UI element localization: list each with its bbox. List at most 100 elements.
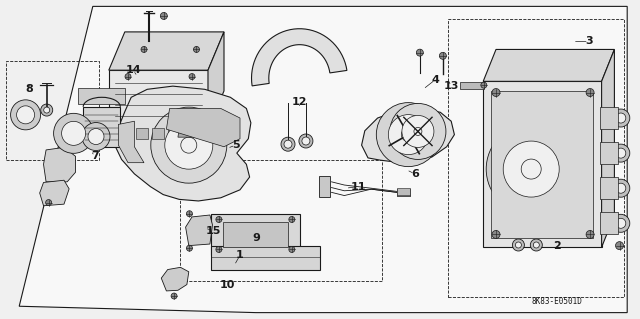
Circle shape <box>44 107 50 113</box>
Text: 1: 1 <box>236 250 244 260</box>
Circle shape <box>302 137 310 145</box>
Circle shape <box>616 148 626 158</box>
Bar <box>180 160 382 281</box>
Circle shape <box>45 200 52 205</box>
Circle shape <box>481 82 487 88</box>
Circle shape <box>586 230 594 239</box>
Bar <box>600 107 618 129</box>
Circle shape <box>281 137 295 151</box>
Polygon shape <box>186 215 212 246</box>
Bar <box>120 128 132 139</box>
Polygon shape <box>166 108 240 147</box>
Circle shape <box>216 247 222 252</box>
Bar <box>397 189 410 196</box>
Bar <box>184 128 196 139</box>
Text: 4: 4 <box>431 75 439 85</box>
Circle shape <box>41 104 52 116</box>
Bar <box>460 82 484 89</box>
Circle shape <box>61 121 86 145</box>
Text: 7: 7 <box>91 151 99 161</box>
Polygon shape <box>44 147 76 182</box>
Polygon shape <box>118 121 144 163</box>
Circle shape <box>616 241 623 250</box>
Circle shape <box>193 47 200 52</box>
Polygon shape <box>161 267 189 291</box>
Circle shape <box>521 159 541 179</box>
Bar <box>491 91 593 238</box>
Text: 14: 14 <box>125 65 141 75</box>
Bar <box>483 81 602 247</box>
Circle shape <box>417 49 423 56</box>
Bar <box>109 70 208 129</box>
Text: 8K83-E0501D: 8K83-E0501D <box>531 297 582 306</box>
Circle shape <box>616 113 626 123</box>
Polygon shape <box>178 122 200 137</box>
Circle shape <box>396 122 420 147</box>
Polygon shape <box>109 32 224 70</box>
Circle shape <box>401 128 415 142</box>
Circle shape <box>125 74 131 79</box>
Circle shape <box>513 151 549 187</box>
Circle shape <box>299 134 313 148</box>
Circle shape <box>186 211 193 217</box>
Bar <box>397 188 410 195</box>
Text: 2: 2 <box>553 241 561 251</box>
Circle shape <box>531 239 542 251</box>
Text: 10: 10 <box>220 279 236 290</box>
Circle shape <box>376 103 440 167</box>
Circle shape <box>161 12 167 19</box>
Circle shape <box>141 47 147 52</box>
Polygon shape <box>40 180 69 206</box>
Circle shape <box>171 293 177 299</box>
Polygon shape <box>78 88 125 104</box>
Circle shape <box>151 107 227 183</box>
Bar <box>397 189 410 196</box>
Bar <box>600 212 618 234</box>
Bar <box>600 177 618 199</box>
Circle shape <box>612 109 630 127</box>
Circle shape <box>492 88 500 97</box>
Polygon shape <box>114 86 251 201</box>
Polygon shape <box>19 6 627 313</box>
Circle shape <box>612 144 630 162</box>
Bar <box>211 246 320 270</box>
Circle shape <box>486 124 576 214</box>
Circle shape <box>388 115 428 155</box>
Text: 9: 9 <box>252 233 260 243</box>
Circle shape <box>533 242 540 248</box>
Polygon shape <box>483 49 614 81</box>
Circle shape <box>186 245 193 251</box>
Circle shape <box>17 106 35 124</box>
Bar <box>136 128 148 139</box>
Bar <box>600 142 618 164</box>
Circle shape <box>88 129 104 145</box>
Circle shape <box>414 127 422 136</box>
Text: 11: 11 <box>351 182 366 192</box>
Circle shape <box>189 74 195 79</box>
Circle shape <box>612 214 630 232</box>
Bar <box>168 128 180 139</box>
Circle shape <box>612 179 630 197</box>
Bar <box>152 128 164 139</box>
Bar <box>448 19 624 297</box>
Bar <box>211 214 300 255</box>
Bar <box>83 107 120 147</box>
Circle shape <box>616 218 626 228</box>
Polygon shape <box>362 108 454 162</box>
Text: 5: 5 <box>232 140 239 150</box>
Text: 3: 3 <box>585 36 593 47</box>
Bar <box>6 61 99 160</box>
Circle shape <box>440 52 446 59</box>
Circle shape <box>586 88 594 97</box>
Polygon shape <box>602 49 614 247</box>
Circle shape <box>492 230 500 239</box>
Circle shape <box>513 239 524 251</box>
Circle shape <box>390 103 446 160</box>
Bar <box>223 222 288 247</box>
Polygon shape <box>252 29 347 86</box>
Circle shape <box>402 115 434 147</box>
Circle shape <box>616 183 626 193</box>
Circle shape <box>289 217 295 222</box>
Circle shape <box>54 113 93 153</box>
Bar <box>319 176 330 197</box>
